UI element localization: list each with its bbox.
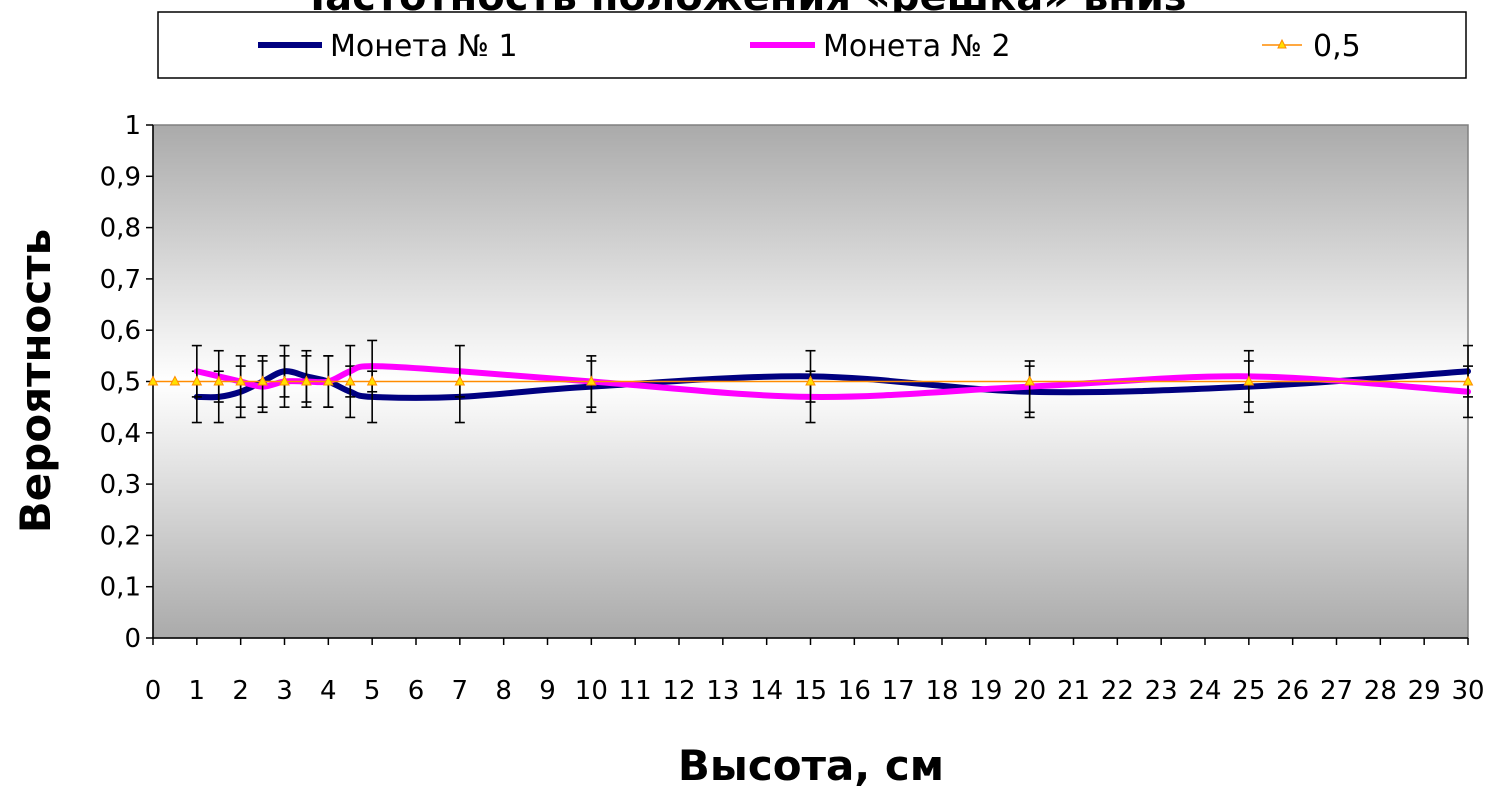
error-bar-coin-2-7 bbox=[345, 344, 356, 398]
y-tick-label-5: 0,5 bbox=[100, 368, 141, 398]
y-tick-label-4: 0,4 bbox=[100, 419, 141, 449]
x-tick-label-23: 23 bbox=[1145, 676, 1178, 706]
legend-item-coin-1: Монета № 1 bbox=[258, 29, 518, 64]
x-tick-label-10: 10 bbox=[575, 676, 608, 706]
x-tick-label-29: 29 bbox=[1408, 676, 1441, 706]
x-tick-label-13: 13 bbox=[706, 676, 739, 706]
point-half-10 bbox=[366, 375, 378, 386]
x-tick-label-17: 17 bbox=[882, 676, 915, 706]
point-half-7 bbox=[301, 375, 312, 386]
x-tick-label-5: 5 bbox=[364, 676, 381, 706]
x-tick-label-26: 26 bbox=[1276, 676, 1309, 706]
y-tick-label-1: 0,1 bbox=[100, 573, 141, 603]
x-tick-label-14: 14 bbox=[750, 676, 783, 706]
y-tick-label-0: 0 bbox=[124, 624, 141, 654]
x-tick-label-1: 1 bbox=[189, 676, 206, 706]
x-tick-label-8: 8 bbox=[495, 676, 512, 706]
point-half-14 bbox=[1024, 375, 1035, 386]
point-half-9 bbox=[344, 375, 356, 386]
x-tick-label-6: 6 bbox=[408, 676, 425, 706]
x-tick-label-3: 3 bbox=[276, 676, 293, 706]
point-half-16 bbox=[1462, 375, 1474, 386]
error-bar-coin-2-12 bbox=[1024, 360, 1035, 414]
point-half-11 bbox=[454, 375, 466, 386]
legend-label-half: 0,5 bbox=[1313, 29, 1361, 64]
y-axis-title: Вероятность bbox=[11, 229, 60, 533]
y-tick-label-9: 0,9 bbox=[100, 162, 141, 192]
x-tick-label-0: 0 bbox=[145, 676, 162, 706]
x-tick-label-30: 30 bbox=[1451, 676, 1484, 706]
y-tick-label-10: 1 bbox=[124, 111, 141, 141]
point-half-5 bbox=[257, 375, 268, 386]
y-tick-label-7: 0,7 bbox=[100, 265, 141, 295]
x-tick-label-20: 20 bbox=[1013, 676, 1046, 706]
x-tick-label-9: 9 bbox=[539, 676, 556, 706]
x-tick-label-11: 11 bbox=[619, 676, 652, 706]
series-layer bbox=[147, 339, 1474, 424]
y-tick-label-8: 0,8 bbox=[100, 214, 141, 244]
point-half-6 bbox=[279, 375, 290, 386]
point-half-15 bbox=[1243, 375, 1255, 386]
x-tick-label-25: 25 bbox=[1232, 676, 1265, 706]
x-tick-label-15: 15 bbox=[794, 676, 827, 706]
x-tick-label-19: 19 bbox=[969, 676, 1002, 706]
point-half-2 bbox=[191, 375, 203, 386]
x-tick-label-24: 24 bbox=[1188, 676, 1221, 706]
y-tick-label-2: 0,2 bbox=[100, 521, 141, 551]
legend: Монета № 1 Монета № 2 0,5 bbox=[157, 11, 1467, 79]
point-half-8 bbox=[323, 375, 334, 386]
x-tick-label-16: 16 bbox=[838, 676, 871, 706]
x-tick-label-12: 12 bbox=[662, 676, 695, 706]
y-tick-label-3: 0,3 bbox=[100, 470, 141, 500]
x-tick-label-7: 7 bbox=[452, 676, 469, 706]
point-half-12 bbox=[586, 375, 597, 386]
x-tick-label-2: 2 bbox=[232, 676, 249, 706]
point-half-4 bbox=[235, 375, 246, 386]
point-half-3 bbox=[213, 375, 225, 386]
x-tick-label-22: 22 bbox=[1101, 676, 1134, 706]
x-tick-label-28: 28 bbox=[1364, 676, 1397, 706]
legend-label-coin-2: Монета № 2 bbox=[823, 29, 1011, 64]
x-tick-label-4: 4 bbox=[320, 676, 337, 706]
series-half bbox=[147, 375, 1474, 386]
x-axis-title: Высота, см bbox=[678, 741, 944, 788]
y-tick-label-6: 0,6 bbox=[100, 316, 141, 346]
legend-item-half: 0,5 bbox=[1262, 29, 1361, 64]
series-coin-2 bbox=[191, 339, 1473, 424]
error-bar-coin-2-3 bbox=[257, 360, 268, 414]
error-bar-coin-2-14 bbox=[1463, 365, 1473, 419]
legend-label-coin-1: Монета № 1 bbox=[330, 29, 518, 64]
x-tick-label-18: 18 bbox=[925, 676, 958, 706]
point-half-13 bbox=[805, 375, 816, 386]
x-tick-label-27: 27 bbox=[1320, 676, 1353, 706]
point-half-0 bbox=[147, 375, 159, 386]
legend-item-coin-2: Монета № 2 bbox=[750, 29, 1011, 64]
error-bar-coin-2-0 bbox=[191, 344, 202, 398]
error-bar-coin-2-9 bbox=[454, 344, 465, 398]
legend-marker-half bbox=[1277, 38, 1287, 49]
point-half-1 bbox=[169, 375, 181, 386]
x-tick-label-21: 21 bbox=[1057, 676, 1090, 706]
